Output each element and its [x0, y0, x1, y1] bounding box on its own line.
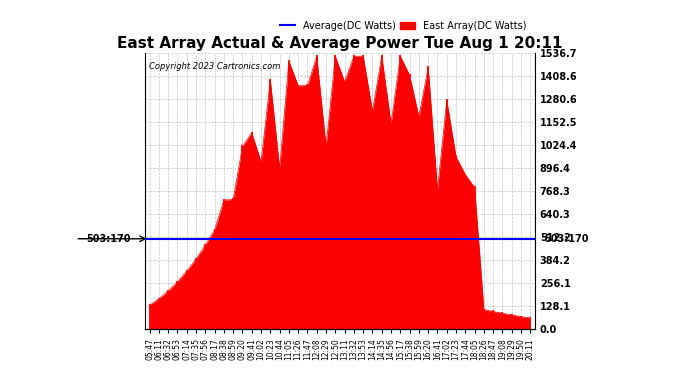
Text: Copyright 2023 Cartronics.com: Copyright 2023 Cartronics.com	[149, 62, 280, 71]
Text: 503:170: 503:170	[86, 234, 131, 244]
Title: East Array Actual & Average Power Tue Aug 1 20:11: East Array Actual & Average Power Tue Au…	[117, 36, 563, 51]
Text: 503:170: 503:170	[544, 234, 589, 244]
Legend: Average(DC Watts), East Array(DC Watts): Average(DC Watts), East Array(DC Watts)	[277, 17, 530, 35]
